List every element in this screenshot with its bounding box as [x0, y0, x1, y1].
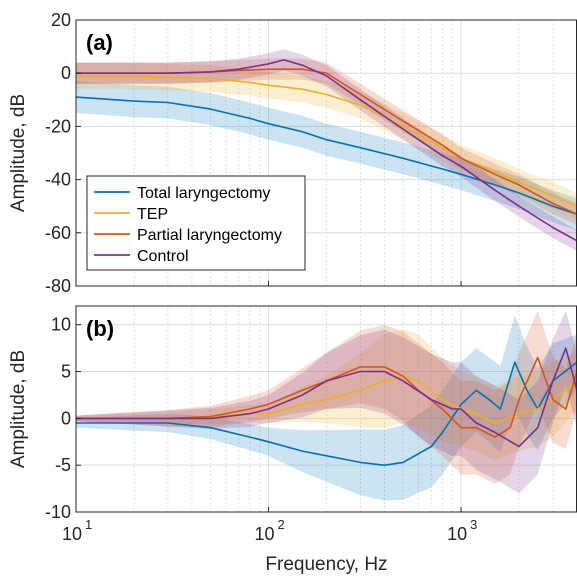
x-tick-label: 10 [447, 524, 467, 544]
y-tick-label: 0 [61, 408, 71, 428]
panel-label: (a) [86, 30, 113, 55]
y-tick-label: -20 [45, 116, 71, 136]
legend-label-control: Control [137, 248, 189, 265]
panel-label: (b) [86, 316, 114, 341]
panel-a-plot: 20 0 -20 -40 -60 -80 Amplitude, dB (a) Total lar… [8, 10, 577, 296]
legend-label-total-laryngectomy: Total laryngectomy [137, 185, 270, 202]
y-tick-label: -80 [45, 276, 71, 296]
y-tick-label: -10 [45, 502, 71, 522]
y-tick-label: 5 [61, 362, 71, 382]
series-line-control [76, 347, 577, 448]
series-line-control [76, 59, 577, 242]
y-tick-label: -40 [45, 170, 71, 190]
plot-area [76, 306, 577, 512]
series-line-total-laryngectomy [76, 96, 577, 215]
legend: Total laryngectomy TEP Partial laryngectom… [86, 175, 306, 271]
series-line-tep [76, 75, 577, 207]
y-tick-label: 10 [51, 315, 71, 335]
confidence-band-control [76, 310, 577, 494]
confidence-band-control [76, 49, 577, 252]
legend-label-partial-laryngectomy: Partial laryngectomy [137, 227, 282, 244]
x-tick-label: 10 [255, 524, 275, 544]
y-tick-label: 0 [61, 63, 71, 83]
series-layer [76, 49, 577, 252]
series-line-total-laryngectomy [76, 361, 577, 466]
y-axis-label: Amplitude, dB [8, 94, 29, 212]
y-tick-label: 20 [51, 10, 71, 30]
series-layer [76, 310, 577, 501]
y-tick-label: -60 [45, 223, 71, 243]
x-tick-label: 10 [62, 524, 82, 544]
y-axis-label: Amplitude, dB [8, 350, 29, 468]
x-tick-exponent: 2 [278, 517, 285, 532]
legend-label-tep: TEP [137, 206, 168, 223]
confidence-band-total-laryngectomy [76, 81, 577, 231]
confidence-band-tep [76, 329, 577, 461]
x-tick-exponent: 3 [470, 517, 477, 532]
x-tick-exponent: 1 [85, 517, 92, 532]
x-axis-label: Frequency, Hz [265, 554, 387, 575]
confidence-band-partial-laryngectomy [76, 310, 577, 484]
y-tick-label: -5 [55, 455, 71, 475]
confidence-band-total-laryngectomy [76, 315, 577, 501]
